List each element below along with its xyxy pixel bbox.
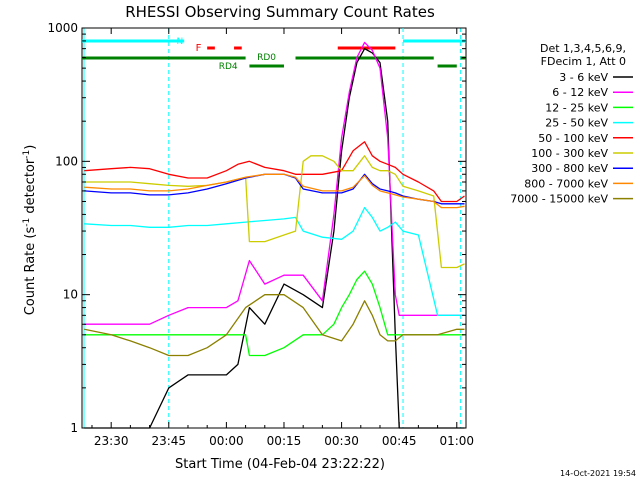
x-tick-label-5: 00:45 (382, 434, 417, 448)
flag-rd0-label: RD0 (257, 53, 276, 63)
series-line-1 (84, 41, 465, 325)
flag-f-label: F (196, 43, 202, 54)
y-axis: 1 10 100 1000 (47, 21, 466, 435)
x-tick-label-4: 00:30 (324, 434, 359, 448)
timestamp: 14-Oct-2021 19:54 (560, 469, 636, 478)
legend-label-1: 6 - 12 keV (552, 86, 608, 99)
legend-label-6: 300 - 800 keV (531, 162, 608, 175)
series-line-7 (84, 173, 465, 209)
series-line-8 (84, 294, 465, 357)
series-line-4 (84, 141, 465, 203)
x-tick-label-6: 01:00 (439, 434, 474, 448)
legend: Det 1,3,4,5,6,9,FDecim 1, Att 0 3 - 6 keV… (510, 42, 633, 206)
legend-label-4: 50 - 100 keV (538, 132, 608, 145)
y-tick-label-2: 100 (55, 154, 78, 168)
x-axis-label: Start Time (04-Feb-04 23:22:22) (175, 457, 385, 472)
observing-flags: N F RD0 RD4 (82, 37, 466, 72)
plot-frame (81, 27, 467, 429)
legend-label-7: 800 - 7000 keV (524, 177, 608, 190)
plot-border (81, 27, 467, 429)
series-line-5 (84, 155, 465, 269)
y-tick-label-3: 1000 (47, 21, 78, 35)
legend-label-5: 100 - 300 keV (531, 147, 608, 160)
legend-header-1: FDecim 1, Att 0 (541, 55, 626, 68)
series-line-6 (84, 173, 465, 205)
x-tick-label-1: 23:45 (151, 434, 186, 448)
series-line-0 (84, 48, 465, 429)
legend-label-8: 7000 - 15000 keV (510, 193, 608, 206)
series-line-3 (84, 206, 465, 316)
y-tick-label-0: 1 (70, 421, 78, 435)
y-axis-label: Count Rate (s-1 detector-1) (22, 145, 38, 316)
legend-label-2: 12 - 25 keV (545, 101, 608, 114)
x-tick-label-2: 00:00 (209, 434, 244, 448)
legend-header-0: Det 1,3,4,5,6,9, (540, 42, 626, 55)
chart-title: RHESSI Observing Summary Count Rates (125, 3, 435, 21)
series-line-2 (84, 270, 465, 357)
y-tick-label-1: 10 (63, 288, 78, 302)
legend-label-0: 3 - 6 keV (559, 71, 608, 84)
x-tick-label-3: 00:15 (267, 434, 302, 448)
x-axis: 23:30 23:45 00:00 00:15 00:30 00:45 01:00 (91, 28, 474, 448)
x-tick-label-0: 23:30 (94, 434, 129, 448)
legend-label-3: 25 - 50 keV (545, 117, 608, 130)
flag-n-label: N (176, 37, 183, 47)
series-layer (84, 41, 465, 429)
flag-rd4-label: RD4 (219, 62, 238, 72)
